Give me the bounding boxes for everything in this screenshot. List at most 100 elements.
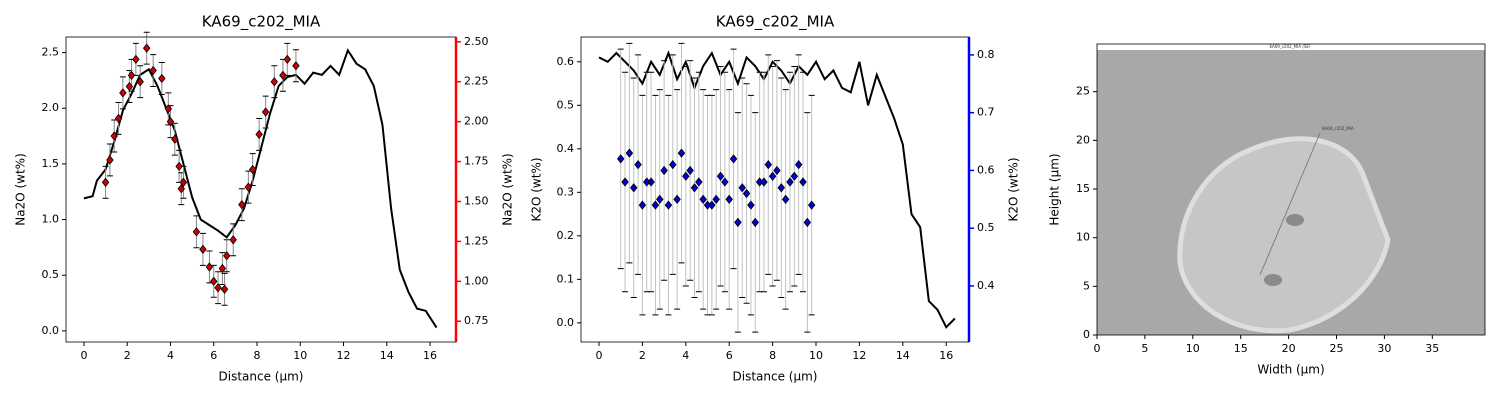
data-point <box>166 116 175 127</box>
error-cap <box>119 76 126 110</box>
data-point <box>110 131 118 141</box>
y-tick-label: 10 <box>1076 231 1090 244</box>
error-cap <box>143 31 150 65</box>
error-cap <box>106 143 113 177</box>
data-point <box>127 70 136 80</box>
y-tick-label: 0.6 <box>557 55 575 68</box>
x-tick-label: 14 <box>380 349 394 362</box>
image-header <box>1097 44 1485 50</box>
chart-title: KA69_c202_MIA <box>202 13 321 32</box>
data-point <box>690 183 699 193</box>
error-cap <box>721 71 728 293</box>
data-point <box>210 276 218 286</box>
data-point <box>734 217 742 228</box>
data-point <box>214 283 222 293</box>
error-cap <box>223 239 230 273</box>
x-tick-label: 0 <box>596 349 603 362</box>
error-cap <box>765 54 772 275</box>
error-cap <box>622 71 629 293</box>
error-cap <box>626 42 633 264</box>
x-tick-label: 6 <box>726 349 733 362</box>
data-point <box>192 227 201 237</box>
error-cap <box>617 48 624 270</box>
error-cap <box>648 71 655 293</box>
x-tick-label: 14 <box>896 349 910 362</box>
data-point <box>634 160 642 170</box>
data-point <box>218 263 227 274</box>
error-cap <box>687 60 694 281</box>
x-tick-label: 8 <box>253 349 260 362</box>
error-cap <box>726 89 733 310</box>
data-point <box>177 184 186 194</box>
error-cap <box>691 77 698 299</box>
data-point <box>790 171 799 181</box>
data-point <box>142 43 151 53</box>
y-tick-label: 0.5 <box>557 98 575 111</box>
y2-tick-label: 1.00 <box>464 274 489 287</box>
chart-title: KA69_c202_MIA <box>716 13 835 32</box>
x-tick-label: 4 <box>682 349 689 362</box>
error-cap <box>713 89 720 310</box>
error-cap <box>256 117 263 151</box>
x-tick-label: 10 <box>809 349 823 362</box>
y-tick-label: 1.5 <box>42 157 60 170</box>
data-point <box>777 183 786 193</box>
error-cap <box>769 65 776 287</box>
error-cap <box>635 54 642 275</box>
x-tick-label: 10 <box>293 349 307 362</box>
data-point <box>220 284 229 294</box>
data-point <box>747 200 755 210</box>
data-point <box>664 200 673 210</box>
data-point <box>119 88 127 98</box>
x-tick-label: 6 <box>210 349 217 362</box>
data-point <box>101 177 110 187</box>
x-tick-label: 8 <box>769 349 776 362</box>
data-point <box>244 182 253 192</box>
data-point <box>164 104 173 114</box>
error-cap <box>652 94 659 316</box>
error-cap <box>150 54 157 88</box>
error-cap <box>795 54 802 275</box>
error-cap <box>730 48 737 270</box>
data-point <box>729 154 738 164</box>
data-point <box>686 165 694 176</box>
error-cap <box>682 65 689 287</box>
error-cap <box>656 89 663 310</box>
error-cap <box>678 42 685 264</box>
data-point <box>205 262 214 272</box>
data-point <box>760 177 768 187</box>
y2-tick-label: 0.7 <box>977 106 995 119</box>
x-tick-label: 12 <box>852 349 866 362</box>
y2-tick-label: 0.75 <box>464 314 489 327</box>
y-tick-label: 2.5 <box>42 46 60 59</box>
data-point <box>794 160 803 170</box>
error-cap <box>799 71 806 293</box>
y-tick-label: 0.5 <box>42 268 60 281</box>
error-cap <box>669 54 676 275</box>
error-cap <box>630 77 637 299</box>
error-cap <box>739 77 746 299</box>
data-point <box>656 194 664 204</box>
data-point <box>616 154 625 164</box>
data-point <box>248 164 257 175</box>
error-cap <box>708 94 715 316</box>
error-cap <box>271 65 278 99</box>
x-axis-label: Width (µm) <box>1257 363 1324 377</box>
data-point <box>682 171 690 181</box>
y-tick-label: 25 <box>1076 85 1090 98</box>
y2-tick-label: 1.25 <box>464 234 489 247</box>
y2-tick-label: 1.75 <box>464 155 489 168</box>
data-point <box>651 200 660 210</box>
data-point <box>261 107 270 117</box>
image-title: KA69_c202_MIA (SE) <box>1269 44 1310 49</box>
axes-frame <box>580 36 970 343</box>
y-tick-label: 5 <box>1083 279 1090 292</box>
sem-image: KA69_c202_MIA (SE) KA69_c202_MIA <box>1097 44 1485 335</box>
data-point <box>738 183 746 193</box>
data-point <box>292 61 300 71</box>
data-point <box>638 200 647 210</box>
error-cap <box>778 77 785 299</box>
y-tick-label: 0.3 <box>557 185 575 198</box>
error-cap <box>734 112 741 333</box>
y-tick-label: 2.0 <box>42 101 60 114</box>
